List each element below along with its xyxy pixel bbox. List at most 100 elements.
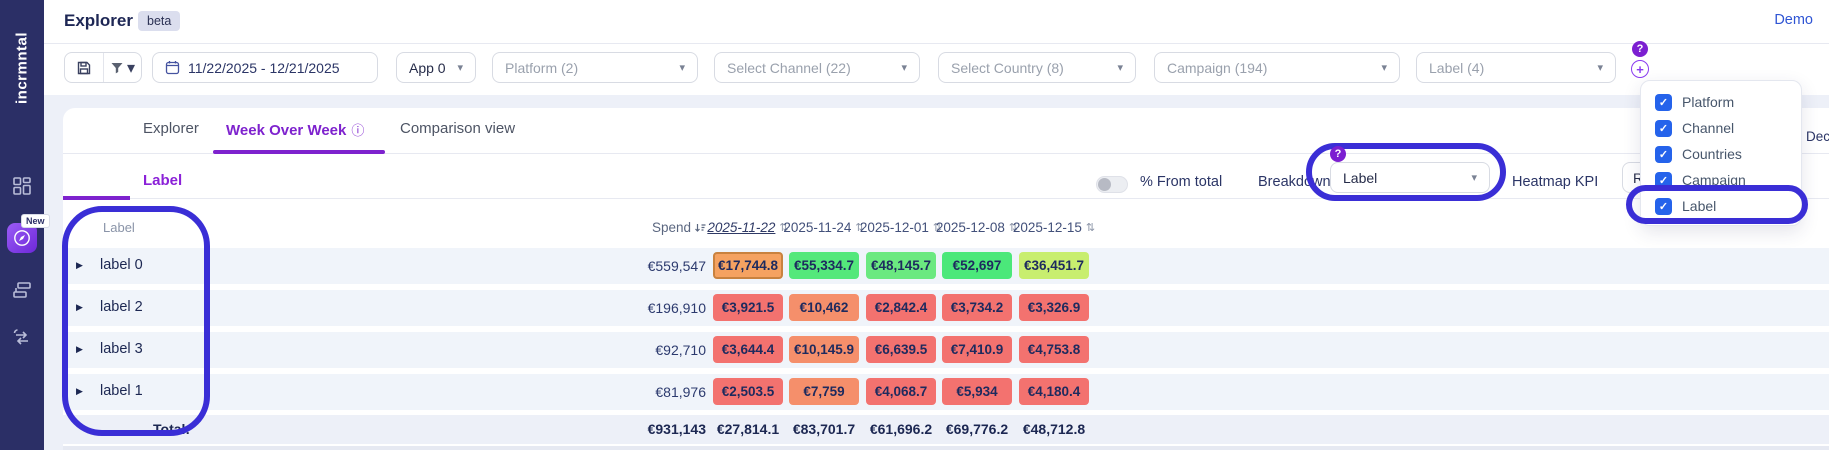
- country-select-value: Select Country (8): [951, 60, 1064, 76]
- heatmap-cell[interactable]: €6,639.5: [866, 336, 936, 363]
- heatmap-cell[interactable]: €7,759: [789, 378, 859, 405]
- explorer-app: incrmntal New: [0, 0, 1829, 450]
- heatmap-kpi-label: Heatmap KPI: [1512, 174, 1598, 190]
- caret-down-icon: ▾: [1381, 61, 1387, 74]
- heatmap-cell[interactable]: €52,697: [942, 252, 1012, 279]
- label-select[interactable]: Label (4) ▾: [1416, 52, 1616, 83]
- table-row: ▶ label 1 €81,976 €2,503.5 €7,759 €4,068…: [63, 374, 1829, 410]
- heatmap-cell[interactable]: €17,744.8: [713, 252, 783, 279]
- heatmap-cell[interactable]: €36,451.7: [1019, 252, 1089, 279]
- heatmap-cell[interactable]: €4,068.7: [866, 378, 936, 405]
- tab-explorer[interactable]: Explorer: [143, 120, 199, 137]
- country-select[interactable]: Select Country (8) ▾: [938, 52, 1136, 83]
- top-bar: Explorer beta Demo: [44, 0, 1829, 44]
- new-badge: New: [21, 214, 50, 228]
- heatmap-cell[interactable]: €3,734.2: [942, 294, 1012, 321]
- total-cell: €69,776.2: [942, 421, 1012, 437]
- channel-select[interactable]: Select Channel (22) ▾: [714, 52, 920, 83]
- active-tab-underline: [213, 150, 385, 154]
- info-icon[interactable]: ⓘ: [351, 123, 364, 138]
- campaign-select[interactable]: Campaign (194) ▾: [1154, 52, 1400, 83]
- caret-down-icon: ▾: [457, 61, 463, 74]
- app-select-value: App 0: [409, 60, 446, 76]
- heatmap-cell[interactable]: €2,842.4: [866, 294, 936, 321]
- demo-link[interactable]: Demo: [1774, 12, 1813, 28]
- active-subtab-underline: [63, 196, 130, 200]
- menu-item-platform[interactable]: ✓ Platform: [1641, 89, 1801, 115]
- platform-select[interactable]: Platform (2) ▾: [492, 52, 698, 83]
- sidebar: incrmntal New: [0, 0, 44, 450]
- bottom-divider: [63, 446, 1829, 450]
- page-title: Explorer: [64, 11, 133, 31]
- table-row: ▶ label 0 €559,547 €17,744.8 €55,334.7 €…: [63, 248, 1829, 284]
- heatmap-cell[interactable]: €7,410.9: [942, 336, 1012, 363]
- checkbox-checked-icon[interactable]: ✓: [1655, 120, 1672, 137]
- row-spend: €559,547: [500, 258, 706, 274]
- caret-down-icon: ▾: [679, 61, 685, 74]
- from-total-label: % From total: [1140, 174, 1222, 190]
- menu-item-channel[interactable]: ✓ Channel: [1641, 115, 1801, 141]
- date-column-header[interactable]: 2025-12-15⇅: [999, 220, 1109, 235]
- total-spend: €931,143: [500, 421, 706, 437]
- table-header: Label Spend 2025-11-22⇅ 2025-11-24⇅ 2025…: [63, 218, 1829, 244]
- sort-icon[interactable]: ⇅: [1086, 221, 1095, 234]
- caret-down-icon: ▾: [901, 61, 907, 74]
- heatmap-cell[interactable]: €55,334.7: [789, 252, 859, 279]
- menu-item-countries[interactable]: ✓ Countries: [1641, 141, 1801, 167]
- heatmap-cell[interactable]: €10,145.9: [789, 336, 859, 363]
- filter-toolbar: ▾ 11/22/2025 - 12/21/2025 App 0 ▾ Platfo…: [44, 44, 1829, 95]
- clipped-date-text: Dec 2: [1806, 129, 1829, 144]
- help-icon[interactable]: ?: [1632, 41, 1648, 57]
- checkbox-checked-icon[interactable]: ✓: [1655, 146, 1672, 163]
- checkbox-checked-icon[interactable]: ✓: [1655, 94, 1672, 111]
- beta-badge: beta: [138, 11, 180, 31]
- total-cell: €61,696.2: [866, 421, 936, 437]
- app-select[interactable]: App 0 ▾: [396, 52, 476, 83]
- heatmap-cell[interactable]: €2,503.5: [713, 378, 783, 405]
- caret-down-icon: ▾: [127, 58, 135, 78]
- saved-filters-button[interactable]: ▾: [103, 53, 141, 82]
- annotation-circle-label-column: [62, 206, 210, 436]
- heatmap-cell[interactable]: €5,934: [942, 378, 1012, 405]
- row-spend: €81,976: [500, 384, 706, 400]
- heatmap-cell[interactable]: €3,644.4: [713, 336, 783, 363]
- caret-down-icon: ▾: [1597, 61, 1603, 74]
- tab-week-over-week[interactable]: Week Over Weekⓘ: [226, 120, 364, 139]
- calendar-icon: [165, 60, 180, 75]
- switch-icon[interactable]: [11, 327, 33, 349]
- incrmntal-logo: incrmntal: [0, 8, 44, 128]
- save-view-button[interactable]: [65, 53, 103, 82]
- toggle-knob: [1098, 178, 1111, 191]
- heatmap-cell[interactable]: €3,326.9: [1019, 294, 1089, 321]
- heatmap-cell[interactable]: €10,462: [789, 294, 859, 321]
- reports-icon[interactable]: [11, 279, 33, 301]
- subtab-divider: [63, 198, 1829, 199]
- from-total-toggle[interactable]: [1096, 176, 1128, 193]
- table-total-row: Total: €931,143 €27,814.1 €83,701.7 €61,…: [63, 415, 1829, 444]
- table-row: ▶ label 3 €92,710 €3,644.4 €10,145.9 €6,…: [63, 332, 1829, 368]
- tab-comparison-view[interactable]: Comparison view: [400, 120, 515, 137]
- label-select-value: Label (4): [1429, 60, 1484, 76]
- row-spend: €92,710: [500, 342, 706, 358]
- heatmap-cell[interactable]: €3,921.5: [713, 294, 783, 321]
- date-range-value: 11/22/2025 - 12/21/2025: [188, 60, 340, 76]
- total-cell: €48,712.8: [1019, 421, 1089, 437]
- subtab-label[interactable]: Label: [143, 172, 182, 189]
- total-cell: €27,814.1: [713, 421, 783, 437]
- annotation-circle-label-menu-item: [1626, 185, 1808, 224]
- spend-column-header[interactable]: Spend: [500, 220, 706, 235]
- heatmap-cell[interactable]: €4,753.8: [1019, 336, 1089, 363]
- heatmap-cell[interactable]: €4,180.4: [1019, 378, 1089, 405]
- dashboard-grid-icon[interactable]: [11, 175, 33, 197]
- row-spend: €196,910: [500, 300, 706, 316]
- breakdown-help-icon[interactable]: ?: [1330, 146, 1346, 162]
- platform-select-value: Platform (2): [505, 60, 578, 76]
- date-range-picker[interactable]: 11/22/2025 - 12/21/2025: [152, 52, 378, 83]
- heatmap-cell[interactable]: €48,145.7: [866, 252, 936, 279]
- add-filter-icon[interactable]: +: [1631, 60, 1649, 78]
- channel-select-value: Select Channel (22): [727, 60, 851, 76]
- table-row: ▶ label 2 €196,910 €3,921.5 €10,462 €2,8…: [63, 290, 1829, 326]
- campaign-select-value: Campaign (194): [1167, 60, 1267, 76]
- total-cell: €83,701.7: [789, 421, 859, 437]
- caret-down-icon: ▾: [1117, 61, 1123, 74]
